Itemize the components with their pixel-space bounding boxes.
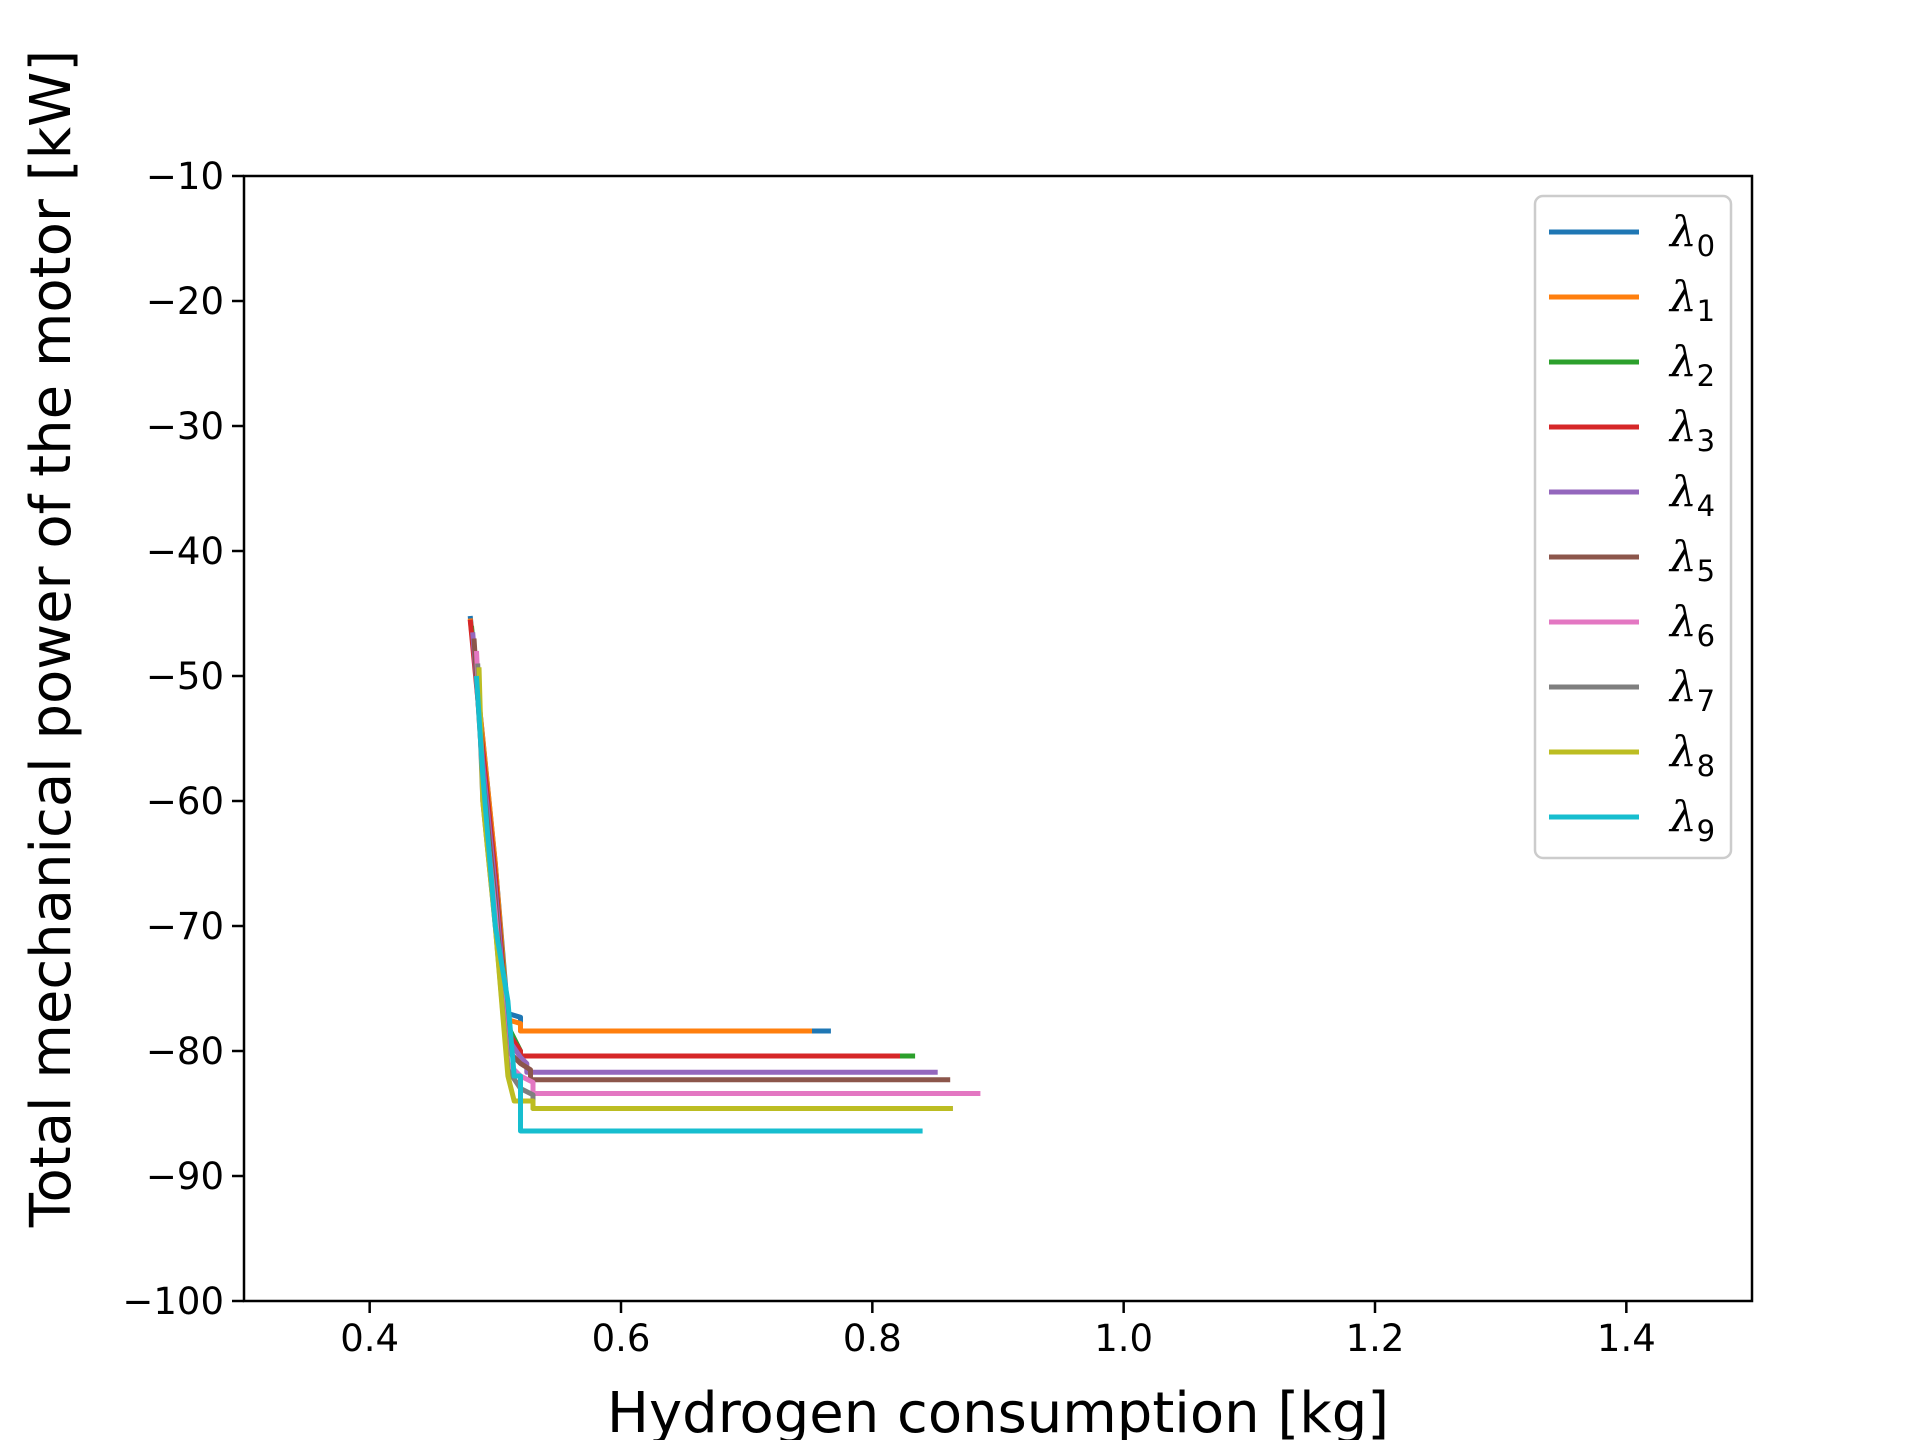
y-tick-label: −80 — [146, 1030, 224, 1073]
y-tick-label: −40 — [146, 530, 224, 573]
x-tick-label: 1.0 — [1094, 1317, 1153, 1360]
series-layer — [467, 615, 981, 1134]
x-tick-label: 1.2 — [1346, 1317, 1405, 1360]
y-tick-label: −100 — [122, 1280, 224, 1323]
x-tick-label: 0.8 — [843, 1317, 902, 1360]
x-axis-label: Hydrogen consumption [kg] — [607, 1381, 1389, 1440]
x-tick-label: 1.4 — [1597, 1317, 1656, 1360]
x-tick-label: 0.6 — [592, 1317, 651, 1360]
y-tick-label: −10 — [146, 155, 224, 198]
y-tick-label: −30 — [146, 405, 224, 448]
legend-label-9: λ9 — [1668, 792, 1715, 848]
series-line-9 — [474, 675, 923, 1134]
y-tick-label: −20 — [146, 280, 224, 323]
x-tick-label: 0.4 — [340, 1317, 399, 1360]
y-tick-label: −50 — [146, 655, 224, 698]
y-tick-label: −70 — [146, 905, 224, 948]
y-axis-ticks: −10 −20 −30 −40 −50 −60 −70 −80 −90 −100 — [122, 155, 244, 1323]
x-axis-ticks: 0.4 0.6 0.8 1.0 1.2 1.4 — [340, 1301, 1656, 1360]
plot-frame — [242, 174, 1754, 1303]
y-tick-label: −90 — [146, 1155, 224, 1198]
y-axis-label: Total mechanical power of the motor [kW] — [19, 50, 84, 1228]
y-tick-label: −60 — [146, 780, 224, 823]
